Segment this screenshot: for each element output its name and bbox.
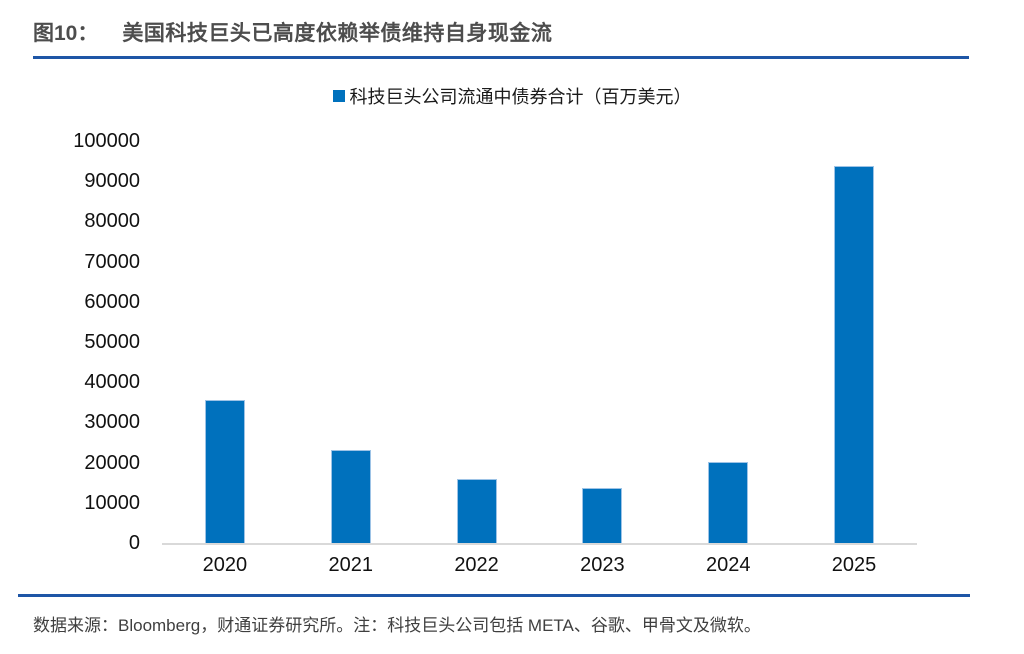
- y-tick-label: 70000: [84, 250, 140, 273]
- source-note: 数据来源：Bloomberg，财通证券研究所。注：科技巨头公司包括 META、谷…: [33, 616, 761, 635]
- bar-slot-2022: [414, 141, 540, 543]
- bar-2020: [204, 399, 245, 543]
- x-axis: 2020 2021 2022 2023 2024 2025: [162, 554, 917, 577]
- x-tick-label-2023: 2023: [580, 554, 625, 576]
- x-tick-label-2020: 2020: [202, 554, 248, 576]
- y-tick-label: 0: [128, 532, 140, 554]
- y-tick-label: 10000: [84, 491, 140, 514]
- footer-divider: [18, 594, 970, 597]
- y-tick-label: 30000: [84, 411, 140, 434]
- bar-2022: [456, 478, 497, 543]
- figure-title: 美国科技巨头已高度依赖举债维持自身现金流: [122, 22, 553, 45]
- y-tick-label: 60000: [84, 290, 140, 313]
- bar-2023: [582, 488, 623, 543]
- legend-label: 科技巨头公司流通中债券合计（百万美元）: [349, 87, 692, 107]
- y-tick-label: 40000: [84, 371, 140, 394]
- figure-number: 图10：: [33, 22, 99, 45]
- bar-slot-2024: [665, 141, 791, 543]
- chart-legend: 科技巨头公司流通中债券合计（百万美元）: [0, 85, 1024, 107]
- x-tick-label-2022: 2022: [454, 554, 499, 576]
- y-tick-label: 90000: [84, 170, 140, 193]
- bar-2025: [834, 165, 875, 543]
- x-tick-label-2025: 2025: [831, 554, 877, 576]
- x-tick-label-2021: 2021: [328, 554, 373, 576]
- bar-slot-2023: [539, 141, 665, 543]
- legend-square-icon: [332, 90, 345, 102]
- plot-area: [162, 141, 917, 545]
- bar-slot-2021: [288, 141, 414, 543]
- bar-slot-2020: [162, 141, 288, 543]
- figure-title-block: 图10： 美国科技巨头已高度依赖举债维持自身现金流: [33, 17, 969, 59]
- bar-2024: [708, 461, 749, 543]
- bar-2021: [330, 449, 371, 543]
- y-tick-label: 50000: [84, 331, 140, 353]
- x-tick-label-2024: 2024: [705, 554, 751, 576]
- y-tick-label: 80000: [84, 210, 140, 233]
- bar-slot-2025: [791, 141, 917, 543]
- y-tick-label: 100000: [73, 130, 140, 152]
- y-tick-label: 20000: [84, 451, 140, 474]
